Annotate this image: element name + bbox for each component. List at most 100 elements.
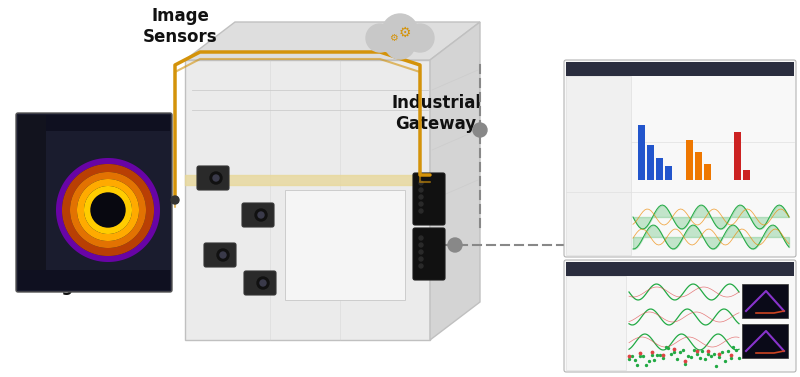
Circle shape [419, 195, 423, 199]
Point [679, 361, 692, 367]
Point [659, 345, 672, 351]
Circle shape [419, 236, 423, 240]
Circle shape [260, 280, 266, 286]
Point [727, 344, 740, 350]
Circle shape [210, 172, 222, 184]
FancyBboxPatch shape [242, 203, 274, 227]
Point [665, 351, 678, 357]
Point [657, 352, 670, 358]
FancyBboxPatch shape [665, 166, 672, 180]
Circle shape [255, 209, 267, 221]
Point [639, 362, 652, 368]
Circle shape [257, 277, 269, 289]
Point [648, 357, 661, 363]
Circle shape [419, 209, 423, 213]
FancyBboxPatch shape [566, 76, 631, 255]
Circle shape [217, 249, 229, 261]
Point [651, 352, 664, 358]
Circle shape [385, 29, 415, 59]
Point [662, 345, 675, 351]
Point [698, 356, 711, 362]
Polygon shape [84, 186, 132, 234]
Point [657, 355, 670, 361]
Point [634, 353, 646, 359]
Circle shape [258, 212, 264, 218]
FancyBboxPatch shape [16, 113, 172, 292]
Point [713, 354, 726, 360]
Point [622, 354, 635, 360]
FancyBboxPatch shape [656, 158, 663, 180]
Circle shape [448, 238, 462, 252]
Circle shape [419, 243, 423, 247]
Text: Edge
Insights: Edge Insights [28, 256, 103, 294]
FancyBboxPatch shape [413, 228, 445, 280]
FancyBboxPatch shape [704, 164, 711, 180]
Point [724, 352, 737, 358]
Circle shape [213, 175, 219, 181]
Point [676, 347, 689, 353]
Polygon shape [62, 164, 154, 256]
Polygon shape [430, 22, 480, 340]
Text: Industrial
Gateway: Industrial Gateway [391, 94, 481, 132]
Point [682, 353, 694, 359]
FancyBboxPatch shape [564, 60, 796, 257]
Circle shape [419, 264, 423, 268]
FancyBboxPatch shape [566, 262, 794, 276]
Point [637, 353, 650, 359]
Point [668, 346, 681, 352]
FancyBboxPatch shape [564, 260, 796, 372]
FancyBboxPatch shape [647, 145, 654, 180]
FancyBboxPatch shape [18, 115, 170, 131]
FancyBboxPatch shape [413, 173, 445, 225]
Point [724, 355, 737, 361]
Circle shape [220, 252, 226, 258]
FancyBboxPatch shape [686, 140, 693, 180]
Point [634, 350, 646, 356]
FancyBboxPatch shape [204, 243, 236, 267]
Circle shape [406, 24, 434, 52]
Circle shape [366, 24, 394, 52]
Point [626, 353, 638, 359]
Point [702, 348, 714, 354]
Circle shape [91, 193, 125, 227]
Text: Image
Sensors: Image Sensors [142, 7, 218, 46]
Point [674, 349, 686, 356]
Point [722, 348, 734, 354]
FancyBboxPatch shape [18, 270, 170, 290]
Circle shape [473, 123, 487, 137]
Circle shape [419, 257, 423, 261]
Point [693, 354, 706, 360]
Point [730, 347, 742, 353]
FancyBboxPatch shape [285, 190, 405, 300]
Polygon shape [185, 60, 430, 340]
Point [645, 349, 658, 355]
Point [713, 351, 726, 357]
Point [679, 358, 692, 364]
Text: ⚙: ⚙ [389, 33, 398, 43]
Point [628, 357, 641, 363]
FancyBboxPatch shape [734, 132, 741, 180]
Circle shape [419, 181, 423, 185]
Point [668, 349, 681, 355]
Point [631, 362, 644, 368]
Circle shape [171, 196, 179, 204]
Circle shape [419, 202, 423, 206]
Polygon shape [77, 179, 139, 241]
Point [690, 351, 703, 357]
FancyBboxPatch shape [742, 284, 788, 318]
Circle shape [419, 250, 423, 254]
FancyBboxPatch shape [638, 125, 645, 180]
Point [645, 352, 658, 358]
Point [687, 347, 700, 353]
Point [702, 351, 714, 357]
FancyBboxPatch shape [244, 271, 276, 295]
Polygon shape [56, 158, 160, 262]
Polygon shape [70, 172, 146, 248]
Point [707, 351, 720, 357]
FancyBboxPatch shape [197, 166, 229, 190]
FancyBboxPatch shape [695, 152, 702, 180]
Point [654, 352, 666, 358]
Point [716, 349, 729, 355]
Point [622, 357, 635, 363]
Polygon shape [185, 22, 480, 60]
